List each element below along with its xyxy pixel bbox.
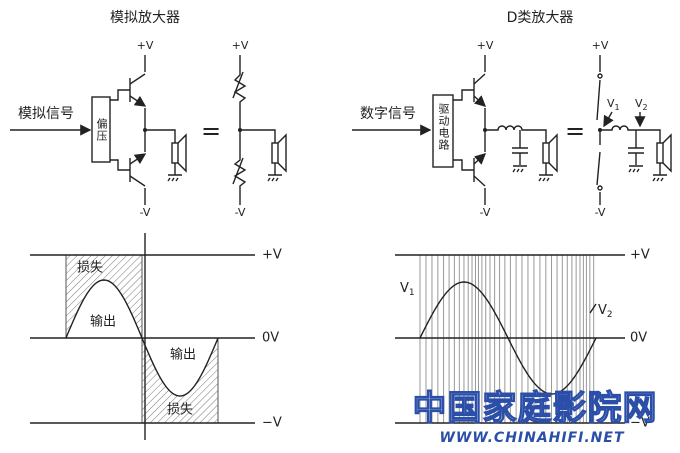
supply-label: -V <box>595 206 606 219</box>
switch <box>596 55 601 205</box>
waveform <box>65 279 219 397</box>
supply-label: +V <box>137 39 154 52</box>
v1-label: V1 <box>400 281 415 298</box>
level-label: −V <box>630 416 650 431</box>
v1-main: V <box>400 281 409 296</box>
v2-sub: 2 <box>643 103 648 112</box>
ground <box>652 163 667 182</box>
wire <box>145 129 176 143</box>
junction <box>598 128 602 132</box>
watermark-name: 中国家庭影院网 <box>413 389 658 429</box>
speaker <box>656 142 664 164</box>
speaker <box>171 142 179 164</box>
title: 模拟放大器 <box>110 10 180 26</box>
ground <box>267 163 282 182</box>
equals: = <box>201 117 221 145</box>
transistor <box>473 175 486 187</box>
junction <box>238 128 242 132</box>
supply-label: +V <box>592 39 609 52</box>
ground <box>538 163 553 182</box>
driver-box <box>432 94 454 168</box>
loss-label: 损失 <box>167 403 193 418</box>
level-label: +V <box>262 248 282 263</box>
speaker <box>277 133 287 173</box>
v2-label: V2 <box>598 303 613 320</box>
switch-contact <box>597 185 603 191</box>
v2-sub: 2 <box>607 310 613 320</box>
transistor <box>473 73 486 85</box>
ground <box>628 165 643 173</box>
bias-box <box>91 96 111 163</box>
supply-label: -V <box>140 206 151 219</box>
transistor <box>473 153 487 165</box>
bias-label: 偏压 <box>95 117 108 142</box>
v1-main: V <box>607 97 615 110</box>
transistor <box>129 73 146 85</box>
level-label: 0V <box>630 331 647 346</box>
axis-line <box>395 254 625 424</box>
v2-label: V2 <box>635 97 648 112</box>
v1-pointer <box>603 111 614 128</box>
ground <box>512 165 527 173</box>
wire <box>453 89 474 171</box>
input-label: 模拟信号 <box>18 106 74 122</box>
input-label: 数字信号 <box>360 106 416 122</box>
v1-sub: 1 <box>409 288 415 298</box>
junction <box>483 128 487 132</box>
title: D类放大器 <box>507 10 574 26</box>
inductor <box>600 125 661 143</box>
level-label: 0V <box>262 331 279 346</box>
speaker <box>548 133 558 173</box>
supply-label: +V <box>232 39 249 52</box>
equals: = <box>565 117 585 145</box>
driver-label: 驱动电路 <box>437 103 450 151</box>
output-label: 输出 <box>90 314 116 330</box>
supply-label: +V <box>477 39 494 52</box>
supply-label: -V <box>235 206 246 219</box>
waveform <box>419 281 597 395</box>
speaker <box>271 142 279 164</box>
level-label: −V <box>262 416 282 431</box>
capacitor <box>628 130 644 165</box>
speaker <box>542 142 550 164</box>
switch-contact <box>597 73 603 79</box>
capacitor <box>512 130 528 165</box>
speaker <box>662 133 672 173</box>
v2-main: V <box>598 303 607 318</box>
transistor <box>129 175 146 187</box>
v2-pointer <box>589 303 597 314</box>
ground <box>167 163 182 182</box>
loss-label: 损失 <box>77 261 103 276</box>
level-label: +V <box>630 248 650 263</box>
output-label: 输出 <box>170 347 196 363</box>
watermark-url: WWW.CHINAHIFI.NET <box>439 430 624 446</box>
wire <box>110 89 130 171</box>
wire <box>240 129 276 143</box>
resistor-arrow <box>232 71 244 185</box>
transistor <box>129 153 147 165</box>
supply-label: -V <box>480 206 491 219</box>
junction <box>143 128 147 132</box>
transistor <box>129 95 147 107</box>
inductor <box>485 125 547 143</box>
v1-sub: 1 <box>615 103 620 112</box>
circuit-drawing <box>10 55 672 440</box>
transistor <box>473 95 487 107</box>
speaker <box>177 133 187 173</box>
v2-main: V <box>635 97 643 110</box>
v1-label: V1 <box>607 97 620 112</box>
